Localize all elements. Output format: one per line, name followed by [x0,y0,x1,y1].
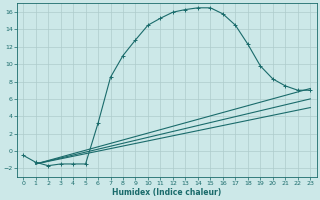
X-axis label: Humidex (Indice chaleur): Humidex (Indice chaleur) [112,188,221,197]
